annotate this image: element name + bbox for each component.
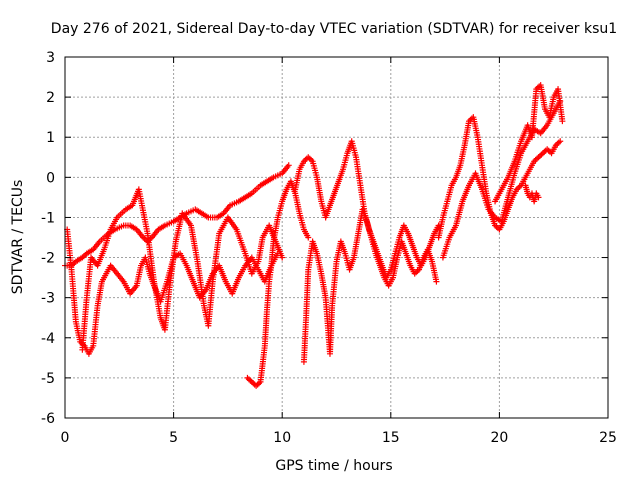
x-tick-label: 25 [599,430,617,446]
x-tick-label: 10 [273,430,291,446]
y-tick-label: 2 [46,90,55,106]
data-point [305,234,312,241]
data-point [285,162,292,169]
y-tick-label: -6 [41,411,55,427]
y-tick-label: 3 [46,50,55,66]
data-point [433,278,440,285]
x-tick-label: 0 [61,430,70,446]
x-tick-label: 15 [382,430,400,446]
y-axis-label: SDTVAR / TECUs [10,180,26,295]
series-track-f [300,206,440,365]
y-tick-label: -3 [41,291,55,307]
series-track-c [79,186,286,353]
y-tick-label: -5 [41,371,55,387]
grid-lines [65,57,608,418]
plot-frame [64,56,609,419]
y-tick-label: 0 [46,170,55,186]
data-marks [62,82,566,389]
series-track-i [492,82,566,205]
data-point [559,118,566,125]
axis-ticks: 0 5 10 15 20 25 -6 -5 -4 -3 -2 -1 0 1 2 3 [41,50,617,446]
x-tick-label: 5 [169,430,178,446]
series-track-j [522,182,542,205]
series-track-e [292,138,442,281]
series-track-d [244,178,312,389]
data-point [557,138,564,145]
data-point [535,194,542,201]
y-tick-label: -1 [41,210,55,226]
y-tick-label: -4 [41,331,55,347]
x-axis-label: GPS time / hours [275,458,392,474]
x-tick-label: 20 [490,430,508,446]
data-point [279,254,286,261]
y-tick-label: 1 [46,130,55,146]
series-track-h [439,98,564,261]
y-tick-label: -2 [41,251,55,267]
chart-title: Day 276 of 2021, Sidereal Day-to-day VTE… [51,21,617,37]
